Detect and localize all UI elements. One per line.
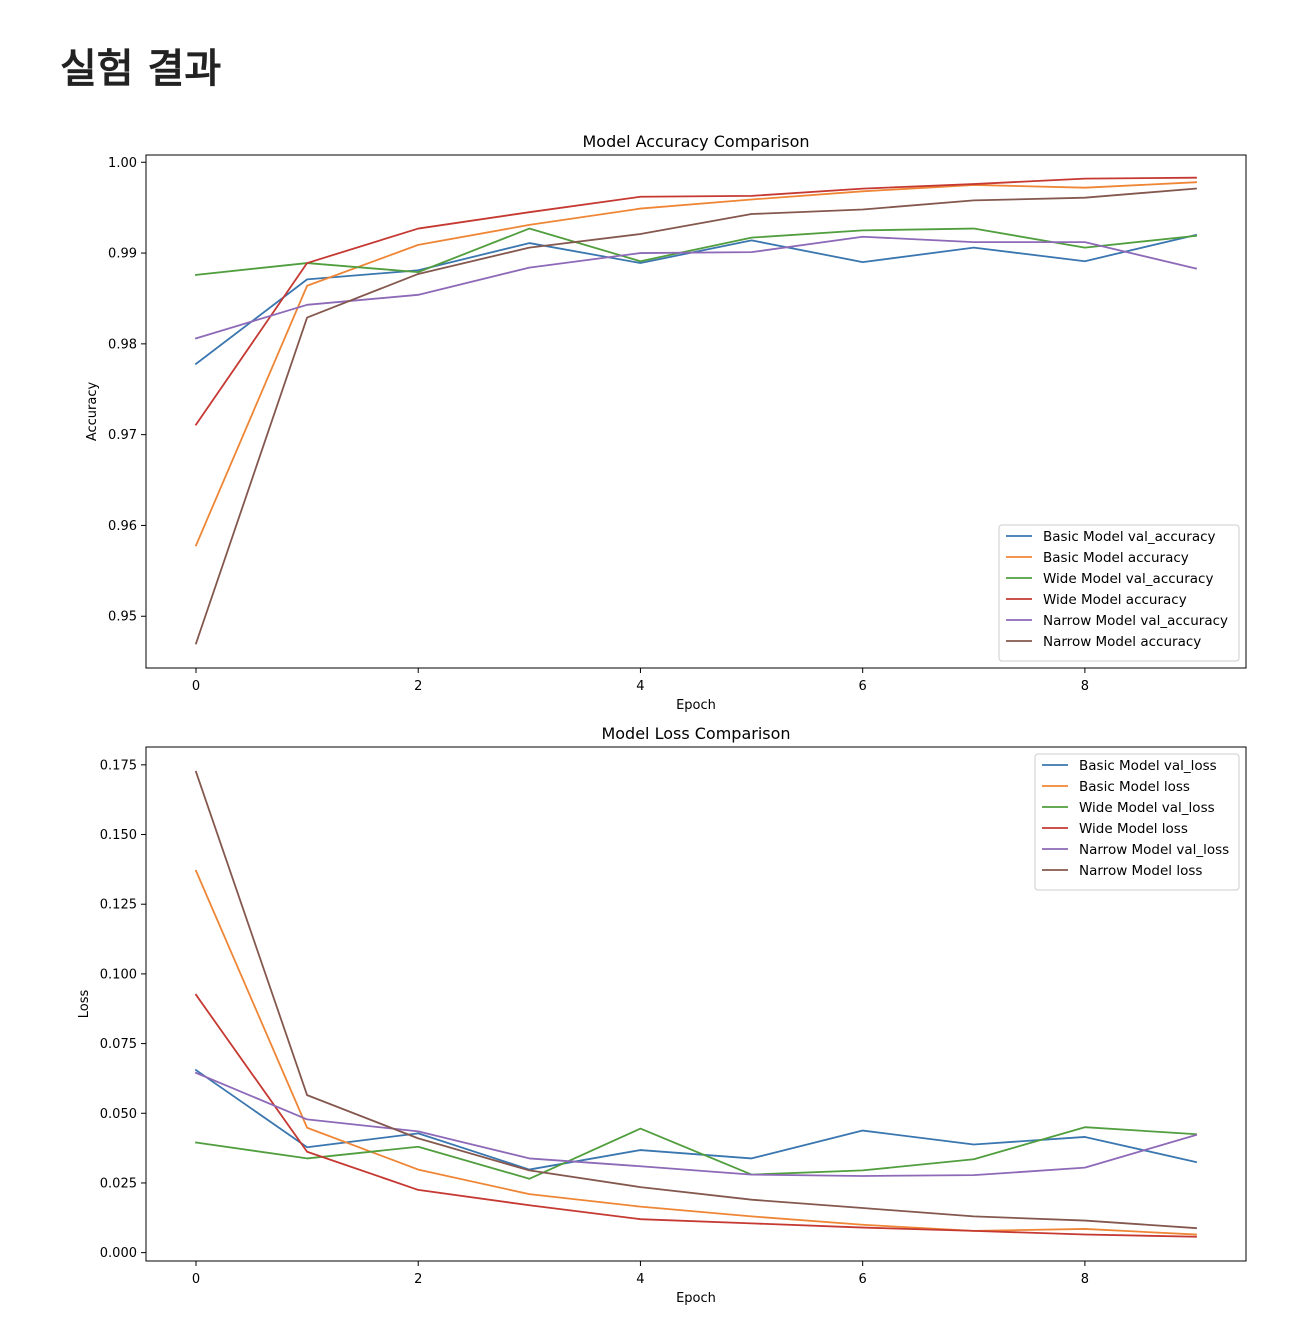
legend-entry: Wide Model val_loss: [1079, 800, 1215, 816]
x-tick-label: 6: [859, 1272, 867, 1287]
y-tick-label: 0.000: [100, 1246, 137, 1261]
y-axis-label: Accuracy: [85, 382, 100, 442]
legend-entry: Basic Model accuracy: [1043, 550, 1189, 566]
series-line-narrow-model-val-accuracy: [194, 235, 1198, 340]
series-line-narrow-model-val-loss: [194, 1071, 1198, 1177]
legend-entry: Narrow Model val_loss: [1079, 842, 1229, 858]
x-axis-label: Epoch: [676, 1291, 716, 1306]
legend-entry: Narrow Model val_accuracy: [1043, 613, 1228, 629]
series-line-basic-model-accuracy: [194, 181, 1197, 547]
series-line-basic-model-loss: [194, 869, 1197, 1236]
page-title: 실험 결과: [60, 46, 222, 92]
y-tick-label: 0.125: [100, 898, 137, 913]
series-line-basic-model-val-accuracy: [194, 233, 1198, 366]
chart-title: Model Loss Comparison: [601, 724, 790, 743]
legend-entry: Basic Model val_loss: [1079, 758, 1217, 774]
y-tick-label: 0.100: [100, 967, 137, 982]
series-line-basic-model-val-loss: [194, 1068, 1198, 1171]
y-tick-label: 0.97: [108, 428, 137, 443]
y-tick-label: 0.075: [100, 1037, 137, 1052]
x-tick-label: 8: [1081, 679, 1089, 694]
legend: Basic Model val_accuracy Basic Model accu…: [998, 524, 1240, 662]
accuracy-chart-svg: Model Accuracy Comparison 0 2 4 6 8 0.95 0.96 0.…: [85, 132, 1247, 713]
legend: Basic Model val_loss Basic Model loss Wide…: [1034, 753, 1240, 891]
x-tick-label: 6: [859, 679, 867, 694]
series-line-wide-model-accuracy: [194, 176, 1197, 426]
x-tick-label: 2: [414, 679, 422, 694]
x-tick-label: 4: [636, 1272, 644, 1287]
y-tick-label: 1.00: [108, 156, 137, 171]
x-tick-label: 0: [192, 1272, 200, 1287]
legend-box: [1034, 753, 1240, 891]
y-tick-label: 0.150: [100, 828, 137, 843]
y-tick-label: 0.99: [108, 247, 137, 262]
accuracy-chart: Model Accuracy Comparison 0 2 4 6 8 0.95 0.96 0.…: [0, 120, 1312, 715]
x-tick-label: 8: [1081, 1272, 1089, 1287]
y-tick-label: 0.98: [108, 337, 137, 352]
series-line-wide-model-val-accuracy: [195, 227, 1197, 276]
y-tick-label: 0.175: [100, 758, 137, 773]
series-line-wide-model-loss: [194, 993, 1197, 1238]
y-tick-label: 0.025: [100, 1176, 137, 1191]
x-tick-label: 2: [414, 1272, 422, 1287]
legend-entry: Wide Model val_accuracy: [1043, 571, 1213, 587]
x-tick-label: 0: [192, 679, 200, 694]
legend-entry: Narrow Model accuracy: [1043, 634, 1201, 650]
loss-chart-svg: Model Loss Comparison 0 2 4 6 8 0.000 0.025 0.05…: [77, 724, 1247, 1306]
x-axis-label: Epoch: [676, 698, 716, 713]
series-line-wide-model-val-loss: [194, 1126, 1197, 1180]
plot-frame: [145, 154, 1247, 669]
legend-entry: Wide Model accuracy: [1043, 592, 1187, 608]
y-tick-label: 0.95: [108, 610, 137, 625]
legend-entry: Basic Model loss: [1079, 779, 1190, 795]
y-axis-label: Loss: [77, 990, 92, 1019]
loss-chart: Model Loss Comparison 0 2 4 6 8 0.000 0.025 0.05…: [0, 712, 1312, 1312]
legend-entry: Basic Model val_accuracy: [1043, 529, 1216, 545]
legend-entry: Wide Model loss: [1079, 821, 1188, 837]
plot-frame: [145, 746, 1247, 1262]
legend-box: [998, 524, 1240, 662]
chart-title: Model Accuracy Comparison: [582, 132, 809, 151]
series-line-narrow-model-accuracy: [194, 187, 1197, 645]
series-line-narrow-model-loss: [194, 770, 1197, 1230]
y-tick-label: 0.050: [100, 1107, 137, 1122]
y-tick-label: 0.96: [108, 519, 137, 534]
legend-entry: Narrow Model loss: [1079, 863, 1202, 879]
x-tick-label: 4: [636, 679, 644, 694]
